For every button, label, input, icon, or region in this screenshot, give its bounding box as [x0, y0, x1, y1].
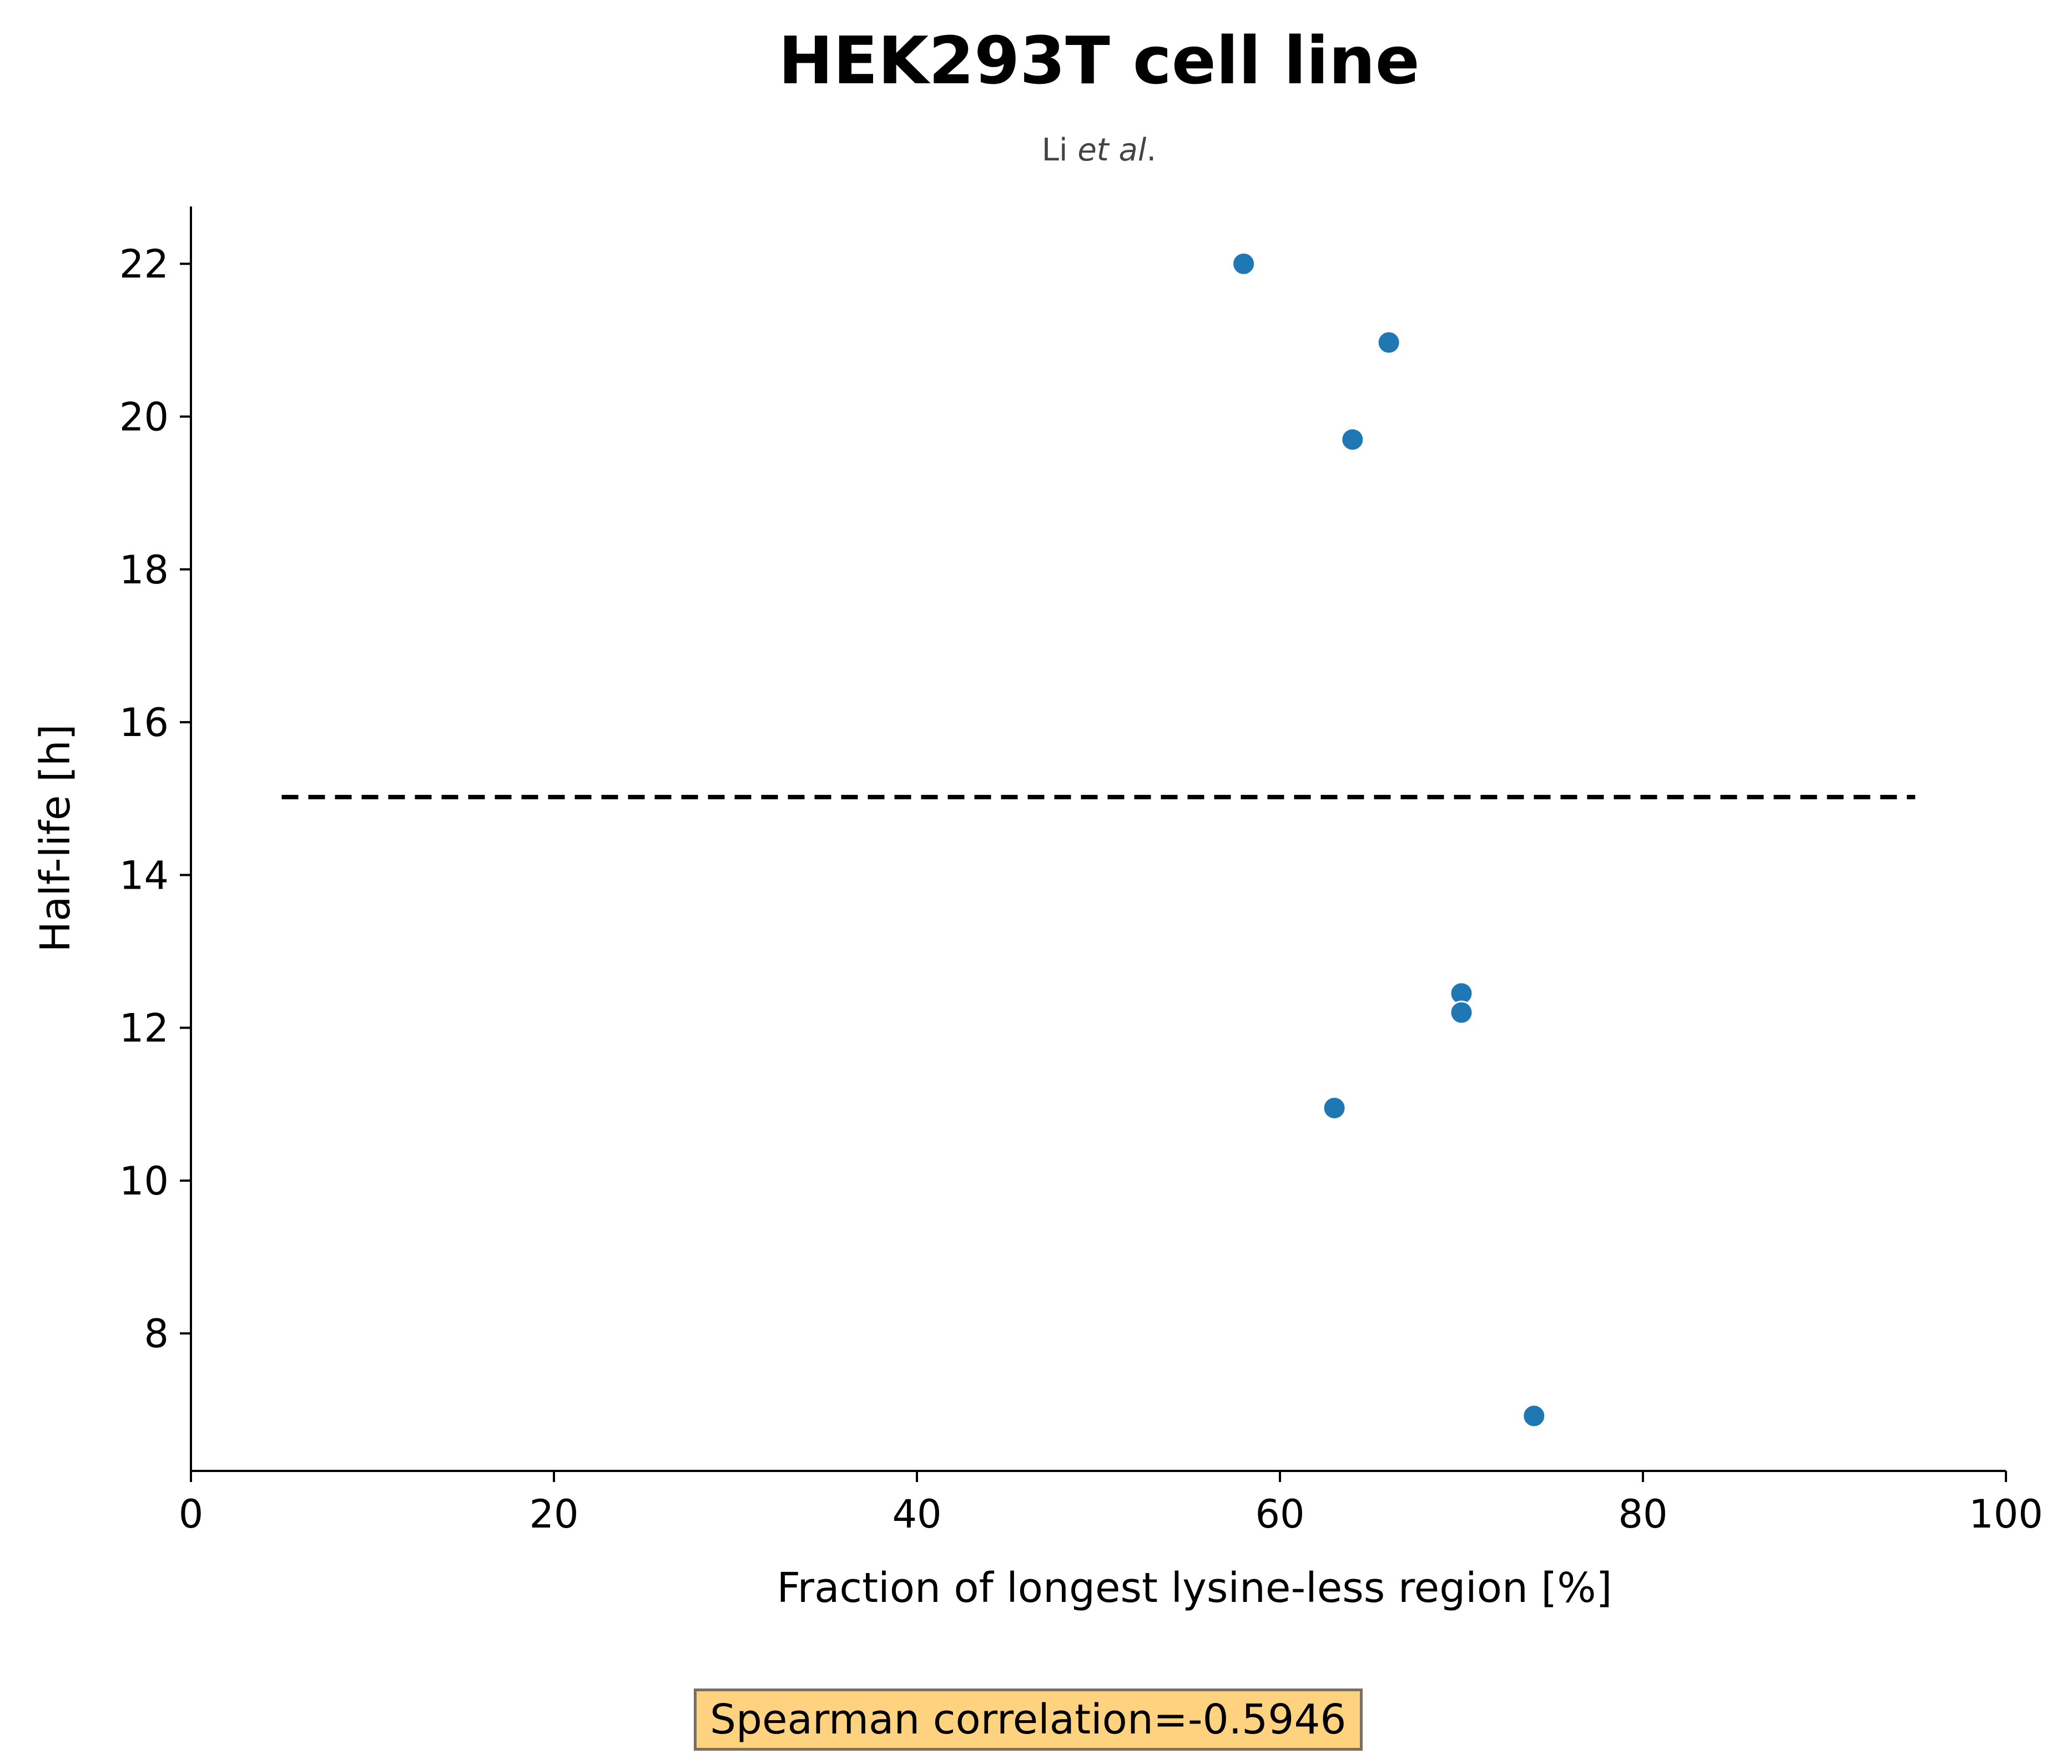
data-point — [1340, 427, 1365, 452]
subtitle-italic: et al — [1077, 132, 1147, 168]
y-tick-label: 8 — [144, 1311, 169, 1357]
data-point — [1522, 1404, 1546, 1428]
y-tick-label: 22 — [119, 241, 169, 287]
x-tick-label: 0 — [179, 1491, 204, 1537]
subtitle-suffix: . — [1146, 132, 1157, 168]
data-point — [1449, 1000, 1474, 1025]
correlation-annotation: Spearman correlation=-0.5946 — [694, 1689, 1363, 1751]
y-axis-label: Half-life [h] — [32, 724, 79, 952]
y-tick-label: 16 — [119, 700, 169, 745]
x-tick-label: 60 — [1255, 1491, 1304, 1537]
y-tick-label: 20 — [119, 395, 169, 440]
y-tick-label: 12 — [119, 1006, 169, 1051]
x-tick-label: 20 — [529, 1491, 578, 1537]
data-point — [1322, 1096, 1347, 1120]
x-tick-label: 100 — [1969, 1491, 2043, 1537]
subtitle-author: Li — [1041, 132, 1078, 168]
chart-subtitle: Li et al. — [0, 132, 2072, 168]
data-point — [1232, 251, 1256, 276]
y-tick-label: 18 — [119, 547, 169, 593]
x-tick-label: 40 — [892, 1491, 941, 1537]
x-tick-label: 80 — [1618, 1491, 1667, 1537]
x-axis-label: Fraction of longest lysine-less region [… — [777, 1564, 1612, 1612]
chart-title: HEK293T cell line — [778, 22, 1420, 99]
data-point — [1377, 330, 1401, 355]
y-tick-label: 10 — [119, 1158, 169, 1204]
y-tick-label: 14 — [119, 853, 169, 898]
